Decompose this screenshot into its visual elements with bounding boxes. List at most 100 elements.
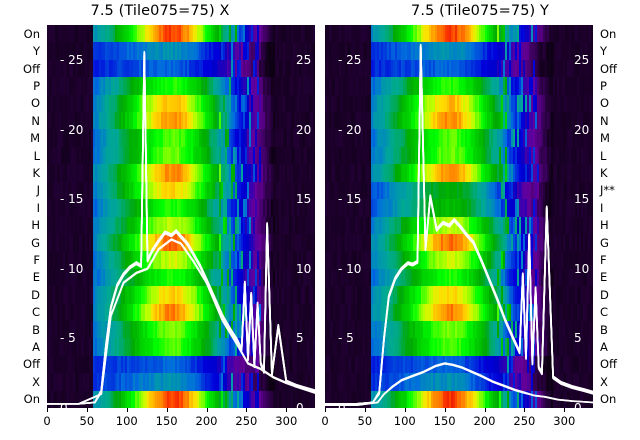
y-category-label: G (600, 235, 609, 250)
x-tick-label: 200 (473, 414, 496, 428)
x-tick-mark (444, 408, 446, 412)
y-category-label: G (31, 235, 40, 250)
heatmap-band (325, 390, 593, 408)
heatmap-band (47, 286, 315, 305)
heatmap-band (47, 199, 315, 218)
heatmap-band (47, 216, 315, 235)
y-category-label: H (31, 218, 40, 233)
heatmap-band (47, 320, 315, 339)
heatmap-band (325, 233, 593, 252)
heatmap-band (47, 129, 315, 148)
heatmap-right (325, 25, 593, 408)
y-category-label: B (32, 322, 40, 337)
y-category-label: E (600, 270, 608, 285)
y-category-label: Off (600, 357, 617, 372)
y-tick-inner-right-mirror: 5 (574, 331, 582, 346)
y-category-label: Off (600, 61, 617, 76)
heatmap-band (325, 251, 593, 270)
y-category-label: J** (600, 183, 615, 198)
panel-divider (315, 0, 325, 440)
heatmap-band (325, 42, 593, 61)
panel-right-title: 7.5 (Tile075=75) Y (411, 3, 549, 19)
panel-left: 7.5 (Tile075=75) X Dipole (47, 3, 315, 408)
heatmap-band (47, 251, 315, 270)
heatmap-band (325, 94, 593, 113)
y-category-label: C (31, 305, 40, 320)
y-tick-inner-left: - 20 (60, 122, 84, 137)
x-tick-label: 0 (43, 414, 51, 428)
x-tick-label: 100 (115, 414, 138, 428)
y-category-label: X (32, 374, 40, 389)
heatmap-band (325, 129, 593, 148)
x-tick-label: 100 (393, 414, 416, 428)
y-tick-inner-left: - 15 (60, 192, 84, 207)
y-category-label: A (32, 340, 40, 355)
y-category-label: L (33, 148, 40, 163)
x-tick-mark (206, 408, 208, 412)
x-tick-label: 150 (433, 414, 456, 428)
x-tick-label: 300 (553, 414, 576, 428)
y-tick-inner-right: - 5 (338, 331, 354, 346)
heatmap-band (47, 373, 315, 392)
y-tick-inner-right-mirror: 0 (574, 401, 582, 415)
x-tick-label: 150 (155, 414, 178, 428)
y-tick-inner-right: 0 (338, 401, 346, 415)
y-category-label: On (23, 26, 40, 41)
y-tick-inner-left-mirror: 10 (296, 261, 312, 276)
heatmap-band (325, 373, 593, 392)
y-tick-inner-right-mirror: 20 (574, 122, 590, 137)
panel-right: 7.5 (Tile075=75) Y (320, 0, 640, 440)
heatmap-band (325, 181, 593, 200)
heatmap-band (47, 59, 315, 78)
y-category-label: D (600, 287, 609, 302)
x-tick-mark (564, 408, 566, 412)
heatmap-band (325, 303, 593, 322)
y-tick-inner-left: - 5 (60, 331, 76, 346)
heatmap-left (47, 25, 315, 408)
x-tick-label: 50 (357, 414, 373, 428)
y-tick-inner-left: - 25 (60, 52, 84, 67)
heatmap-band (325, 286, 593, 305)
heatmap-band (325, 164, 593, 183)
heatmap-band (47, 355, 315, 374)
y-category-label: F (33, 253, 40, 268)
x-tick-label: 200 (195, 414, 218, 428)
y-tick-inner-left-mirror: 20 (296, 122, 312, 137)
y-tick-inner-right: - 15 (338, 192, 362, 207)
y-category-label: O (600, 96, 610, 111)
heatmap-band (325, 199, 593, 218)
y-category-label: Off (23, 357, 40, 372)
y-category-label: P (600, 78, 607, 93)
x-tick-label: 300 (275, 414, 298, 428)
heatmap-left-image (47, 25, 315, 408)
heatmap-band (325, 112, 593, 131)
y-category-label: K (600, 165, 608, 180)
heatmap-right-image (325, 25, 593, 408)
heatmap-band (47, 338, 315, 357)
heatmap-band (47, 303, 315, 322)
heatmap-band (325, 355, 593, 374)
y-category-label: I (36, 200, 40, 215)
y-category-label: E (32, 270, 40, 285)
heatmap-band (47, 112, 315, 131)
y-category-label: P (33, 78, 40, 93)
x-axis-left: 0 50 100 150 200 250 300 (43, 408, 315, 440)
heatmap-band (325, 59, 593, 78)
x-tick-mark (86, 408, 88, 412)
panel-left-title: 7.5 (Tile075=75) X (90, 3, 230, 19)
y-category-label: I (600, 200, 604, 215)
heatmap-band (325, 338, 593, 357)
heatmap-band (47, 94, 315, 113)
x-tick-mark (325, 408, 326, 412)
heatmap-band (325, 216, 593, 235)
x-tick-mark (484, 408, 486, 412)
x-tick-label: 250 (235, 414, 258, 428)
x-tick-label: 0 (321, 414, 329, 428)
y-category-label: H (600, 218, 609, 233)
heatmap-band (47, 42, 315, 61)
x-tick-mark (286, 408, 288, 412)
y-tick-inner-right-mirror: 15 (574, 192, 590, 207)
y-tick-inner-left: 0 (60, 401, 68, 415)
y-category-label: L (600, 148, 607, 163)
y-category-label: F (600, 253, 607, 268)
